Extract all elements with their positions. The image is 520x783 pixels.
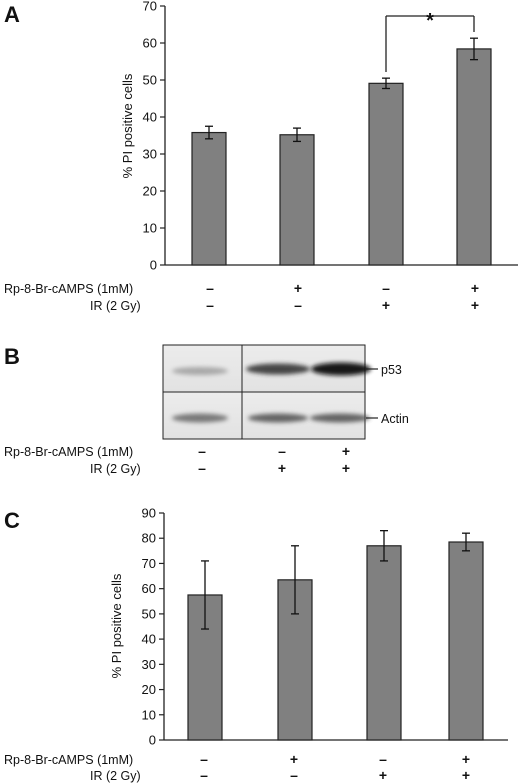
panel-b-rp8-label: Rp-8-Br-cAMPS (1mM)	[4, 445, 133, 459]
y-tick-label: 60	[142, 581, 156, 596]
panel-c-sign: +	[379, 767, 387, 783]
panel-a-sign: –	[206, 297, 214, 313]
y-tick-label: 10	[143, 221, 157, 236]
bar	[366, 545, 402, 741]
panel-b-letter: B	[4, 344, 20, 369]
y-tick-label: 70	[142, 556, 156, 571]
y-tick-label: 70	[143, 0, 157, 14]
bar	[456, 48, 492, 266]
panel-b-sign: +	[278, 460, 286, 476]
y-tick-label: 10	[142, 707, 156, 722]
y-tick-label: 90	[142, 506, 156, 521]
y-tick-label: 30	[143, 147, 157, 162]
panel-c-ir-label: IR (2 Gy)	[90, 769, 141, 783]
y-tick-label: 60	[143, 36, 157, 51]
significance-asterisk: *	[426, 10, 434, 32]
panel-b-sign: +	[342, 460, 350, 476]
y-tick-label: 40	[143, 110, 157, 125]
actin-band	[310, 413, 370, 423]
bar	[448, 541, 484, 741]
panel-c: C % PI positive cells 0 10 20 30 40 50 60 70 80 9…	[4, 506, 508, 783]
panel-b: B p53 Actin Rp-8-Br-cAMPS (1mM) IR (2 Gy…	[4, 344, 409, 476]
panel-c-sign: –	[200, 767, 208, 783]
y-tick-label: 0	[149, 733, 156, 748]
panel-b-ir-label: IR (2 Gy)	[90, 462, 141, 476]
p53-label: p53	[381, 363, 402, 377]
panel-a-ir-label: IR (2 Gy)	[90, 299, 141, 313]
y-tick-label: 40	[142, 632, 156, 647]
y-tick-label: 20	[143, 184, 157, 199]
y-tick-label: 0	[150, 258, 157, 273]
panel-b-sign: +	[342, 443, 350, 459]
panel-a-sign: –	[382, 280, 390, 296]
panel-b-sign: –	[198, 443, 206, 459]
y-tick-label: 30	[142, 657, 156, 672]
panel-c-rp8-label: Rp-8-Br-cAMPS (1mM)	[4, 753, 133, 767]
actin-label: Actin	[381, 412, 409, 426]
p53-band	[311, 362, 371, 376]
panel-c-sign: –	[290, 767, 298, 783]
panel-a-sign: +	[471, 280, 479, 296]
actin-band	[248, 413, 308, 423]
actin-band	[172, 413, 228, 423]
p53-band	[246, 363, 310, 375]
bar	[279, 134, 315, 266]
panel-a-sign: +	[382, 297, 390, 313]
panel-a-y-axis-label: % PI positive cells	[120, 73, 135, 178]
y-tick-label: 50	[143, 73, 157, 88]
panel-a-sign: +	[471, 297, 479, 313]
panel-a-rp8-label: Rp-8-Br-cAMPS (1mM)	[4, 282, 133, 296]
panel-c-sign: +	[462, 767, 470, 783]
panel-c-sign: +	[290, 751, 298, 767]
panel-a-chart: 0 10 20 30 40 50 60 70	[143, 0, 518, 273]
y-tick-label: 20	[142, 682, 156, 697]
p53-band	[172, 367, 228, 375]
bar	[368, 82, 404, 266]
panel-b-sign: –	[198, 460, 206, 476]
panel-c-sign: –	[379, 751, 387, 767]
panel-a-sign: –	[294, 297, 302, 313]
y-tick-label: 50	[142, 606, 156, 621]
panel-c-chart: 0 10 20 30 40 50 60 70 80 90	[142, 506, 508, 748]
panel-c-letter: C	[4, 508, 20, 533]
panel-c-sign: +	[462, 751, 470, 767]
panel-a-sign: –	[206, 280, 214, 296]
panel-a-letter: A	[4, 2, 20, 27]
panel-b-sign: –	[278, 443, 286, 459]
bar	[191, 131, 227, 266]
panel-c-sign: –	[200, 751, 208, 767]
panel-a-sign: +	[294, 280, 302, 296]
panel-c-y-axis-label: % PI positive cells	[109, 573, 124, 678]
y-tick-label: 80	[142, 531, 156, 546]
